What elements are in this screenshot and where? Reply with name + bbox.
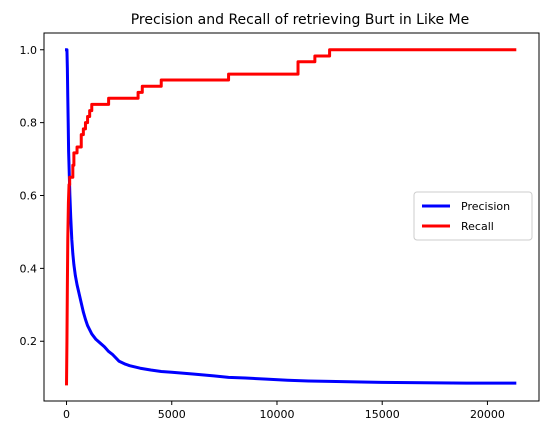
series-line-precision (65, 48, 517, 385)
y-tick-label: 0.2 (20, 335, 38, 348)
x-tick-label: 20000 (470, 408, 505, 421)
y-tick-label: 0.6 (20, 190, 38, 203)
legend-label-recall: Recall (461, 220, 494, 233)
y-tick-label: 0.4 (20, 262, 38, 275)
series-layer (65, 48, 517, 386)
legend-box (413, 191, 533, 241)
x-tick-label: 0 (63, 408, 70, 421)
plot-frame (43, 32, 540, 402)
y-axis: 0.2 0.4 0.6 0.8 1.0 (20, 44, 44, 348)
x-tick-label: 15000 (365, 408, 400, 421)
y-tick-label: 0.8 (20, 117, 38, 130)
chart-title: Precision and Recall of retrieving Burt … (131, 12, 470, 28)
x-tick-label: 10000 (259, 408, 294, 421)
legend: Precision Recall (413, 191, 533, 241)
series-line-recall (65, 48, 517, 386)
y-tick-label: 1.0 (20, 44, 38, 57)
x-tick-label: 5000 (158, 408, 186, 421)
legend-label-precision: Precision (461, 200, 510, 213)
x-axis: 0 5000 10000 15000 20000 (63, 401, 505, 421)
